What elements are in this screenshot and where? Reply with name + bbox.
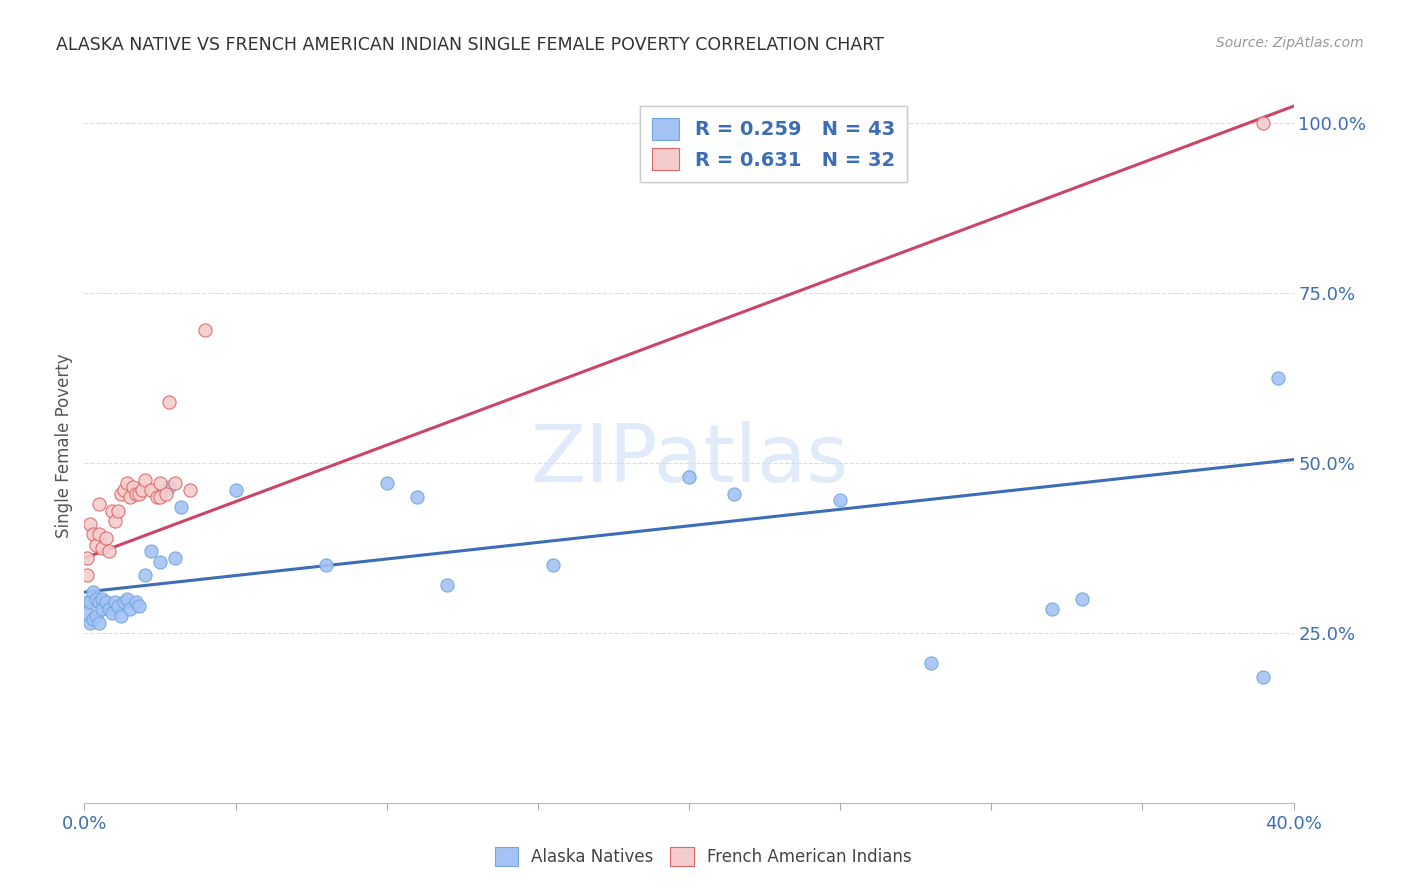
Point [110, 608, 132, 623]
Point [76, 606, 98, 620]
Point [94, 595, 117, 609]
Point [1251, 116, 1274, 130]
Point [139, 544, 162, 558]
Point [82, 612, 104, 626]
Point [100, 503, 122, 517]
Point [678, 469, 700, 483]
Point [91, 602, 114, 616]
Point [110, 486, 132, 500]
Point [375, 476, 398, 491]
Point [125, 595, 148, 609]
Point [104, 514, 127, 528]
Legend: R = 0.259   N = 43, R = 0.631   N = 32: R = 0.259 N = 43, R = 0.631 N = 32 [641, 106, 907, 182]
Point [121, 480, 143, 494]
Point [76, 595, 98, 609]
Point [79, 595, 101, 609]
Point [79, 517, 101, 532]
Point [157, 480, 180, 494]
Point [76, 568, 98, 582]
Legend: Alaska Natives, French American Indians: Alaska Natives, French American Indians [486, 838, 920, 875]
Point [91, 591, 114, 606]
Point [86, 608, 108, 623]
Point [315, 558, 337, 572]
Point [107, 503, 129, 517]
Point [170, 500, 193, 515]
Point [125, 486, 148, 500]
Point [118, 602, 141, 616]
Point [115, 476, 138, 491]
Point [128, 599, 150, 613]
Point [131, 483, 153, 498]
Text: ALASKA NATIVE VS FRENCH AMERICAN INDIAN SINGLE FEMALE POVERTY CORRELATION CHART: ALASKA NATIVE VS FRENCH AMERICAN INDIAN … [56, 36, 884, 54]
Point [134, 568, 156, 582]
Point [91, 541, 114, 555]
Point [100, 606, 122, 620]
Point [112, 595, 135, 609]
Point [157, 394, 180, 409]
Point [163, 476, 186, 491]
Point [82, 585, 104, 599]
Point [89, 595, 111, 609]
Point [146, 490, 169, 504]
Point [1071, 591, 1094, 606]
Point [139, 483, 162, 498]
Point [1267, 371, 1289, 385]
Point [1251, 670, 1274, 684]
Point [436, 578, 458, 592]
Point [86, 537, 108, 551]
Point [194, 323, 217, 337]
Point [1040, 602, 1063, 616]
Point [179, 483, 201, 498]
Point [86, 591, 108, 606]
Point [79, 615, 101, 630]
Point [118, 490, 141, 504]
Point [155, 486, 177, 500]
Point [107, 599, 129, 613]
Point [112, 483, 135, 498]
Text: Source: ZipAtlas.com: Source: ZipAtlas.com [1216, 36, 1364, 50]
Point [89, 497, 111, 511]
Point [104, 595, 127, 609]
Point [406, 490, 429, 504]
Point [920, 657, 942, 671]
Text: ZIPatlas: ZIPatlas [530, 421, 848, 500]
Point [830, 493, 852, 508]
Point [149, 555, 172, 569]
Point [723, 486, 745, 500]
Point [225, 483, 247, 498]
Point [97, 544, 120, 558]
Point [89, 527, 111, 541]
Point [82, 527, 104, 541]
Point [134, 473, 156, 487]
Point [149, 490, 172, 504]
Point [76, 551, 98, 566]
Point [97, 602, 120, 616]
Y-axis label: Single Female Poverty: Single Female Poverty [55, 354, 73, 538]
Point [163, 551, 186, 566]
Point [128, 486, 150, 500]
Point [89, 615, 111, 630]
Point [149, 476, 172, 491]
Point [115, 591, 138, 606]
Point [94, 531, 117, 545]
Point [541, 558, 564, 572]
